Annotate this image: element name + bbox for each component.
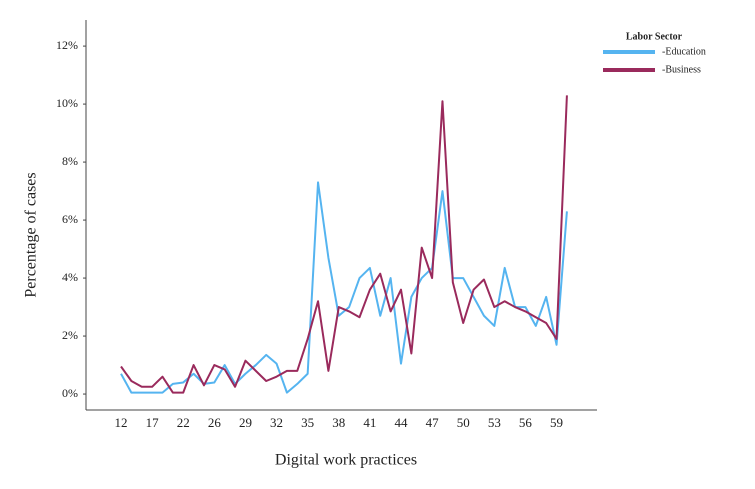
x-tick-label: 12 [115, 415, 128, 430]
y-tick-label: 8% [62, 154, 78, 168]
x-tick-label: 26 [208, 415, 222, 430]
x-tick-label: 50 [457, 415, 470, 430]
y-tick-label: 2% [62, 328, 78, 342]
x-tick-label: 29 [239, 415, 252, 430]
legend-label: -Business [662, 64, 701, 75]
legend-title: Labor Sector [626, 31, 683, 42]
x-tick-label: 53 [488, 415, 501, 430]
y-tick-label: 4% [62, 270, 78, 284]
series-line [120, 181, 568, 394]
y-tick-label: 10% [56, 96, 78, 110]
x-tick-label: 22 [177, 415, 190, 430]
y-axis-label: Percentage of cases [23, 172, 40, 297]
x-axis-label: Digital work practices [275, 452, 417, 469]
y-tick-label: 12% [56, 38, 78, 52]
y-tick-label: 0% [62, 386, 78, 400]
x-tick-label: 17 [146, 415, 160, 430]
x-tick-label: 44 [394, 415, 408, 430]
x-tick-label: 59 [550, 415, 563, 430]
x-tick-label: 32 [270, 415, 283, 430]
x-tick-label: 35 [301, 415, 314, 430]
x-tick-label: 56 [519, 415, 533, 430]
y-tick-label: 6% [62, 212, 78, 226]
legend-label: -Education [662, 46, 706, 57]
x-tick-label: 47 [426, 415, 440, 430]
series-line [120, 95, 568, 394]
x-tick-label: 41 [363, 415, 376, 430]
x-tick-label: 38 [332, 415, 345, 430]
